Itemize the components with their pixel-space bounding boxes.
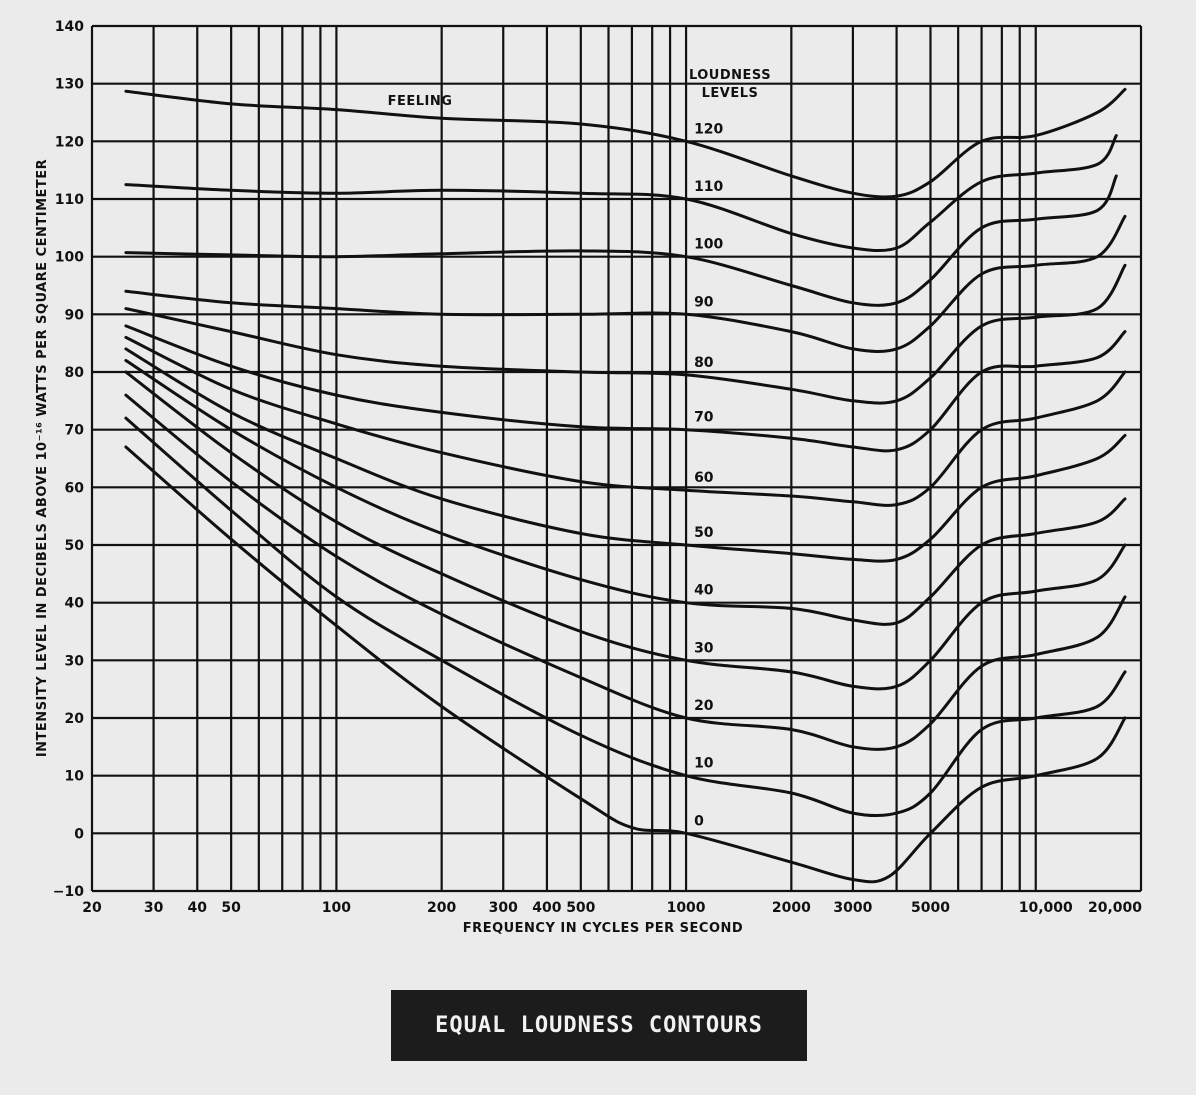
- loudness-level-label: 80: [694, 355, 714, 371]
- equal-loudness-chart: −10 0 10 20 30 40 50 60 70 80 90 100 110 120 130 140 20…: [35, 19, 1143, 936]
- y-tick-label: 50: [65, 538, 85, 554]
- loudness-level-label: 10: [694, 756, 714, 772]
- x-tick-label: 10,000: [1019, 900, 1073, 916]
- y-tick-label: 70: [65, 423, 85, 439]
- x-tick-label: 50: [221, 900, 241, 916]
- y-tick-label: 110: [55, 192, 84, 208]
- loudness-curve-120: [124, 87, 1127, 199]
- loudness-level-label: 110: [694, 179, 723, 195]
- loudness-level-label: 0: [694, 813, 704, 829]
- x-tick-labels: 20 30 40 50 100 200 300 400 500 1000 2000 3000 5000 1…: [82, 900, 1142, 916]
- y-tick-label: 0: [74, 826, 84, 842]
- loudness-curve-60: [124, 335, 1127, 507]
- y-tick-label: 20: [65, 711, 85, 727]
- loudness-level-label: 70: [694, 410, 714, 426]
- loudness-curve-0: [124, 445, 1127, 884]
- x-tick-label: 3000: [833, 900, 872, 916]
- loudness-level-label: 120: [694, 121, 723, 137]
- loudness-curves: [124, 87, 1127, 884]
- y-tick-label: 30: [65, 653, 85, 669]
- x-tick-label: 20: [82, 900, 102, 916]
- loudness-curve-90: [124, 214, 1127, 353]
- loudness-level-label: 40: [694, 583, 714, 599]
- x-tick-label: 5000: [911, 900, 950, 916]
- legend-title-levels: LEVELS: [702, 86, 759, 101]
- x-tick-label: 100: [322, 900, 351, 916]
- loudness-curve-30: [124, 370, 1127, 691]
- grid: [90, 24, 1143, 893]
- y-tick-label: 10: [65, 769, 85, 785]
- loudness-curve-50: [124, 347, 1127, 563]
- loudness-curve-80: [124, 263, 1127, 405]
- loudness-curve-70: [124, 324, 1127, 453]
- y-tick-label: 140: [55, 19, 84, 35]
- x-tick-label: 300: [489, 900, 518, 916]
- legend-title-loudness: LOUDNESS: [689, 68, 771, 83]
- y-tick-label: 100: [55, 250, 84, 266]
- x-tick-label: 30: [144, 900, 164, 916]
- caption-text: EQUAL LOUDNESS CONTOURS: [435, 1013, 763, 1038]
- loudness-level-label: 100: [694, 237, 723, 253]
- y-tick-labels: −10 0 10 20 30 40 50 60 70 80 90 100 110 120 130 140: [53, 19, 84, 900]
- loudness-level-label: 30: [694, 640, 714, 656]
- loudness-curve-10: [124, 416, 1127, 818]
- y-tick-label: 80: [65, 365, 85, 381]
- x-tick-label: 400: [532, 900, 561, 916]
- loudness-curve-20: [124, 393, 1127, 751]
- x-axis-title: FREQUENCY IN CYCLES PER SECOND: [463, 921, 743, 936]
- loudness-level-label: 20: [694, 698, 714, 714]
- x-tick-label: 40: [188, 900, 208, 916]
- x-tick-label: 200: [427, 900, 456, 916]
- y-tick-label: 60: [65, 480, 85, 496]
- loudness-curve-40: [124, 359, 1127, 626]
- loudness-level-label: 50: [694, 525, 714, 541]
- y-tick-label: 40: [65, 596, 85, 612]
- y-tick-label: 120: [55, 134, 84, 150]
- loudness-curve-110: [124, 134, 1118, 253]
- x-tick-label: 1000: [667, 900, 706, 916]
- y-axis-title: INTENSITY LEVEL IN DECIBELS ABOVE 10⁻¹⁶ …: [35, 159, 50, 757]
- loudness-level-label: 60: [694, 470, 714, 486]
- y-tick-label: 130: [55, 77, 84, 93]
- x-tick-label: 2000: [772, 900, 811, 916]
- feeling-annotation: FEELING: [388, 94, 453, 109]
- loudness-level-label: 90: [694, 294, 714, 310]
- caption-banner: EQUAL LOUDNESS CONTOURS: [391, 990, 807, 1061]
- y-tick-label: 90: [65, 307, 85, 323]
- x-tick-label: 20,000: [1088, 900, 1142, 916]
- loudness-curve-100: [124, 174, 1118, 307]
- x-tick-label: 500: [566, 900, 595, 916]
- y-tick-label: −10: [53, 884, 84, 900]
